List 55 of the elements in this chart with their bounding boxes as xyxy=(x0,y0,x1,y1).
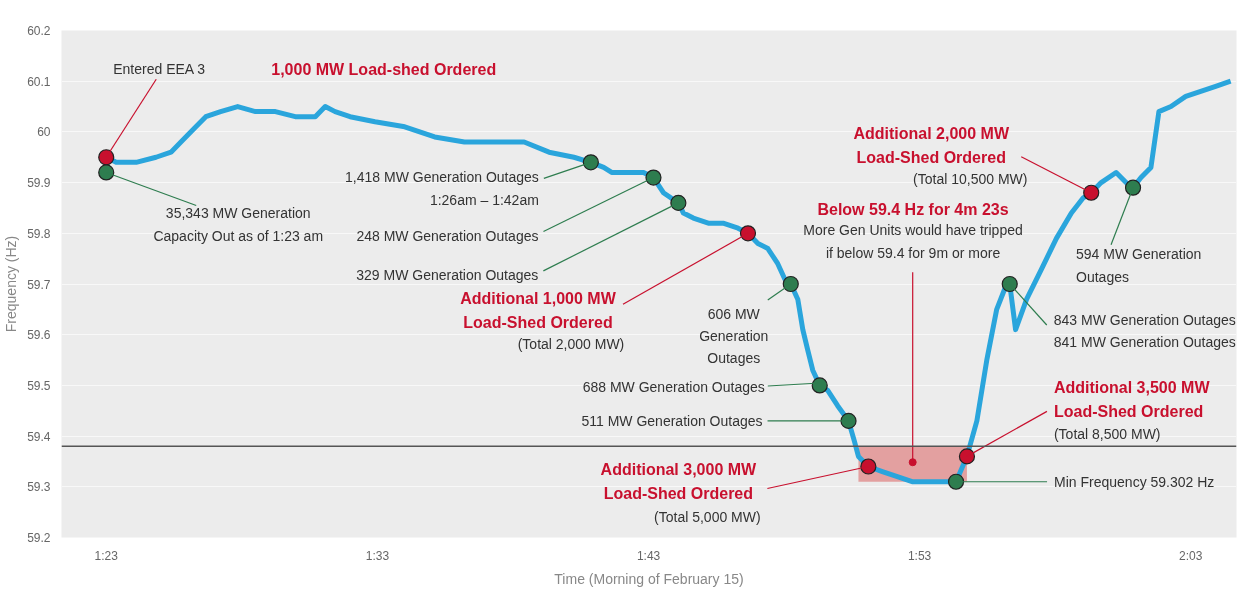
point xyxy=(811,377,828,394)
point xyxy=(670,194,687,211)
y-tick-label: 60 xyxy=(37,125,51,140)
annotation: 606 MW Generation Outages xyxy=(699,305,769,367)
x-tick-label: 1:53 xyxy=(907,548,932,563)
annotation: 594 MW Generation Outages xyxy=(1076,246,1202,285)
y-tick-label: 59.4 xyxy=(27,429,51,444)
annotation: 688 MW Generation Outages xyxy=(582,379,765,395)
y-tick-label: 59.3 xyxy=(27,480,51,495)
point xyxy=(860,458,877,475)
point xyxy=(840,412,857,429)
annotation: Additional 3,500 MW Load-Shed Ordered xyxy=(1053,378,1211,420)
point xyxy=(98,149,115,166)
point xyxy=(1124,179,1142,196)
annotation: 1,418 MW Generation Outages 1:26am – 1:42am xyxy=(345,169,539,208)
annotation: Additional 3,000 MW Load-Shed Ordered xyxy=(600,461,758,502)
point xyxy=(958,448,976,465)
point xyxy=(739,225,757,242)
y-tick-label: 59.7 xyxy=(27,277,51,292)
annotation: 248 MW Generation Outages xyxy=(356,227,539,244)
y-tick-label: 59.5 xyxy=(27,378,51,393)
point xyxy=(947,473,965,490)
y-tick-label: 59.9 xyxy=(27,176,51,191)
y-tick-label: 59.2 xyxy=(27,531,51,545)
point xyxy=(1083,184,1100,201)
annotation: 35,343 MW Generation Capacity Out as of 1:23 am xyxy=(153,205,324,244)
point xyxy=(645,169,662,186)
annotation: Below 59.4 Hz for 4m 23s xyxy=(817,201,1009,219)
annotation: 1,000 MW Load-shed Ordered xyxy=(271,60,497,78)
annotation: Min Frequency 59.302 Hz xyxy=(1054,473,1215,490)
annotation: (Total 8,500 MW) xyxy=(1053,426,1161,443)
annotation: (Total 10,500 MW) xyxy=(913,170,1028,187)
annotation: 843 MW Generation Outages 841 MW Generation Outages xyxy=(1053,311,1236,351)
x-tick-label: 1:33 xyxy=(365,548,390,563)
y-axis-title: Frequency (Hz) xyxy=(3,235,20,333)
annotation: More Gen Units would have tripped if below 59.4 for 9m or more xyxy=(803,222,1023,261)
x-tick-label: 2:03 xyxy=(1179,548,1203,563)
point xyxy=(98,164,115,181)
y-tick-label: 60.2 xyxy=(27,24,51,38)
point xyxy=(1001,275,1018,293)
x-axis-title: Time (Morning of February 15) xyxy=(554,570,744,587)
y-tick-label: 60.1 xyxy=(27,74,51,89)
annotation: 329 MW Generation Outages xyxy=(356,266,539,283)
x-tick-label: 1:43 xyxy=(636,548,661,563)
annotation: Additional 2,000 MW Load-Shed Ordered xyxy=(853,125,1010,167)
x-tick-label: 1:23 xyxy=(94,548,119,563)
point xyxy=(582,154,599,171)
point xyxy=(782,275,799,293)
y-tick-label: 59.8 xyxy=(27,226,51,241)
annotation: 511 MW Generation Outages xyxy=(581,412,763,429)
annotation: (Total 5,000 MW) xyxy=(654,508,761,525)
annotation: (Total 2,000 MW) xyxy=(517,336,625,353)
annotation: Entered EEA 3 xyxy=(113,61,206,78)
annotation: Additional 1,000 MW Load-Shed Ordered xyxy=(460,289,617,331)
y-tick-label: 59.6 xyxy=(27,328,51,343)
